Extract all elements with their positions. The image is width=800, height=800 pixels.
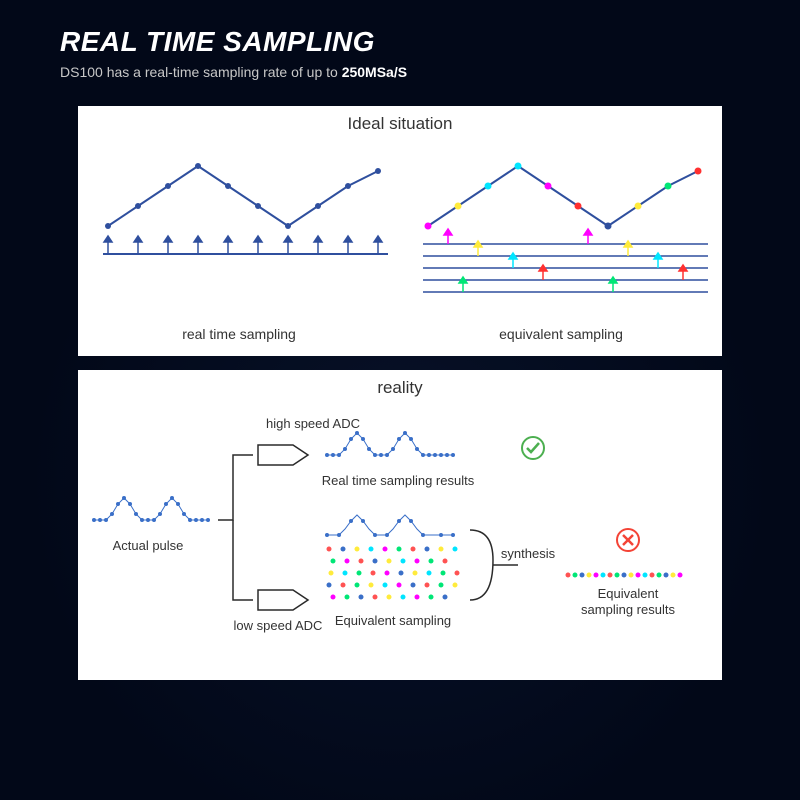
caption-realtime: real time sampling (78, 326, 400, 342)
subtitle-pre: DS100 has a real-time sampling rate of u… (60, 64, 342, 80)
caption-equivalent: equivalent sampling (400, 326, 722, 342)
page-title: REAL TIME SAMPLING (60, 26, 740, 58)
x-icon (617, 529, 639, 551)
label-actual-pulse: Actual pulse (113, 538, 184, 553)
panel-ideal: Ideal situation (78, 106, 722, 356)
panel1-title: Ideal situation (78, 106, 722, 136)
header: REAL TIME SAMPLING DS100 has a real-time… (0, 0, 800, 92)
panel2-title: reality (78, 370, 722, 400)
label-high-adc: high speed ADC (266, 416, 360, 431)
label-low-adc: low speed ADC (234, 618, 323, 633)
subtitle-bold: 250MSa/S (342, 64, 407, 80)
ideal-diagram (78, 136, 722, 326)
label-synthesis: synthesis (501, 546, 556, 561)
reality-diagram: Actual pulse high speed ADC (78, 400, 722, 678)
label-eq-sampling: Equivalent sampling (335, 613, 451, 628)
label-eq-results-2: sampling results (581, 602, 675, 617)
panel-reality: reality Actual pulse high speed ADC (78, 370, 722, 680)
check-icon (522, 437, 544, 459)
label-rt-results: Real time sampling results (322, 473, 475, 488)
label-eq-results-1: Equivalent (598, 586, 659, 601)
subtitle: DS100 has a real-time sampling rate of u… (60, 64, 740, 80)
